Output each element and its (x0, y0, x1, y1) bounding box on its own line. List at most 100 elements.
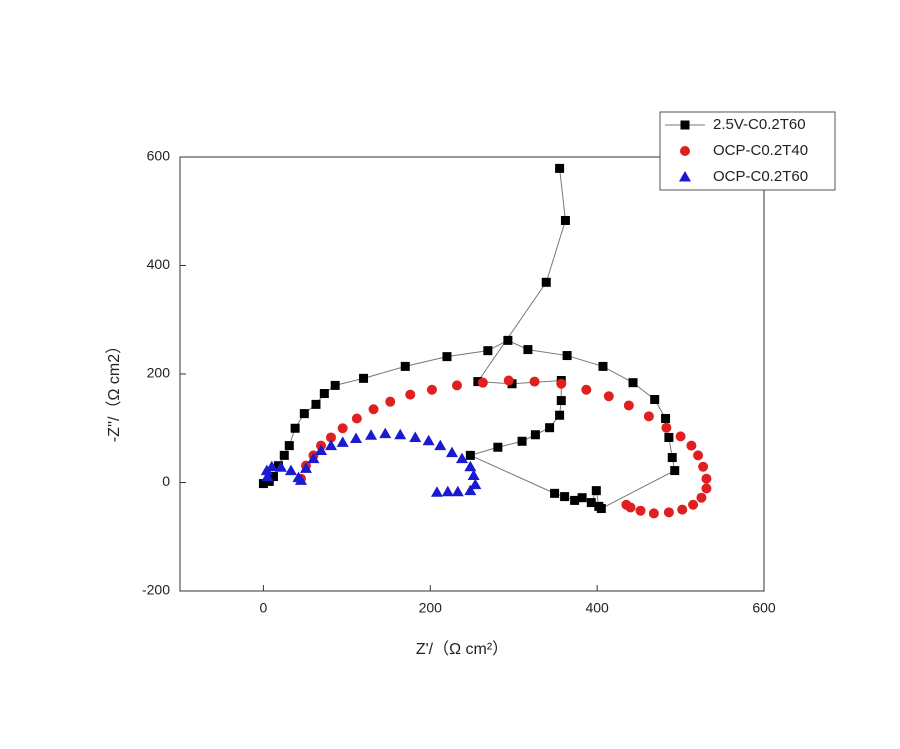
y-axis-label: -Z''/（Ω cm2） (105, 338, 123, 442)
data-point (314, 444, 327, 455)
data-point (274, 461, 287, 472)
data-point (556, 396, 566, 406)
data-point (337, 423, 348, 434)
data-point (441, 485, 454, 497)
data-point (664, 432, 674, 442)
data-point (591, 486, 601, 496)
data-point (562, 351, 572, 361)
x-tick-label: 200 (419, 600, 443, 616)
data-point (385, 396, 396, 407)
data-point (670, 466, 680, 476)
data-point (541, 277, 551, 287)
data-point (581, 384, 592, 395)
data-point (368, 404, 379, 415)
y-tick-label: 400 (147, 256, 171, 272)
legend-text: OCP-C0.2T40 (713, 142, 808, 159)
data-point (336, 436, 349, 447)
data-point (290, 423, 300, 433)
data-point (299, 409, 309, 419)
data-point (409, 431, 422, 442)
data-point (621, 499, 632, 510)
data-point (517, 436, 527, 446)
data-point (667, 453, 677, 463)
data-point (455, 452, 468, 464)
series-line (263, 168, 676, 510)
legend-text: OCP-C0.2T60 (713, 168, 808, 185)
data-point (264, 476, 274, 486)
data-point (394, 428, 407, 440)
data-point (503, 375, 514, 386)
data-point (426, 384, 437, 395)
data-point (530, 430, 540, 440)
data-point (555, 410, 565, 420)
data-point (325, 439, 338, 451)
data-point (698, 461, 709, 472)
data-point (467, 469, 480, 480)
x-tick-label: 600 (752, 600, 776, 616)
data-point (265, 460, 278, 472)
data-point (473, 377, 483, 387)
data-point (311, 399, 321, 409)
data-point (648, 508, 659, 519)
legend-marker (680, 120, 690, 130)
data-point (299, 462, 312, 473)
data-point (701, 473, 712, 484)
data-point (483, 346, 493, 356)
data-point (688, 499, 699, 510)
data-point (594, 501, 604, 511)
data-point (284, 441, 294, 451)
data-point (661, 413, 671, 423)
y-tick-label: -200 (142, 582, 170, 598)
data-point (635, 505, 646, 516)
y-tick-label: 600 (147, 148, 171, 164)
x-tick-label: 0 (260, 600, 268, 616)
data-point (493, 442, 503, 452)
data-point (451, 485, 464, 497)
data-point (330, 380, 340, 390)
data-point (643, 411, 654, 422)
data-point (451, 380, 462, 391)
data-point (696, 492, 707, 503)
data-point (661, 422, 672, 433)
data-point (469, 478, 482, 490)
data-point (503, 335, 513, 345)
data-point (434, 439, 447, 451)
legend-marker (680, 146, 690, 156)
data-point (294, 474, 307, 485)
data-point (570, 495, 580, 505)
data-point (319, 389, 329, 399)
x-tick-label: 400 (585, 600, 609, 616)
y-tick-label: 0 (162, 473, 170, 489)
data-point (675, 431, 686, 442)
data-point (550, 488, 560, 498)
data-point (555, 163, 565, 173)
data-point (523, 345, 533, 355)
data-point (560, 492, 570, 502)
data-point (598, 361, 608, 371)
legend-marker (679, 171, 691, 182)
data-point (258, 479, 268, 489)
data-point (701, 483, 712, 494)
legend-text: 2.5V-C0.2T60 (713, 116, 806, 133)
data-point (586, 498, 596, 508)
data-point (405, 389, 416, 400)
data-point (430, 486, 443, 497)
data-point (529, 376, 540, 387)
data-point (465, 450, 475, 460)
data-point (560, 215, 570, 225)
data-point (464, 484, 477, 496)
data-point (477, 377, 488, 388)
data-point (273, 461, 283, 471)
data-point (268, 472, 278, 482)
data-point (284, 464, 297, 476)
data-point (628, 378, 638, 388)
data-point (422, 434, 435, 446)
data-point (686, 440, 697, 451)
data-point (650, 394, 660, 404)
data-point (307, 452, 320, 464)
data-point (326, 432, 337, 443)
data-point (577, 493, 587, 503)
data-point (261, 470, 274, 482)
data-point (445, 446, 458, 458)
data-point (359, 373, 369, 383)
